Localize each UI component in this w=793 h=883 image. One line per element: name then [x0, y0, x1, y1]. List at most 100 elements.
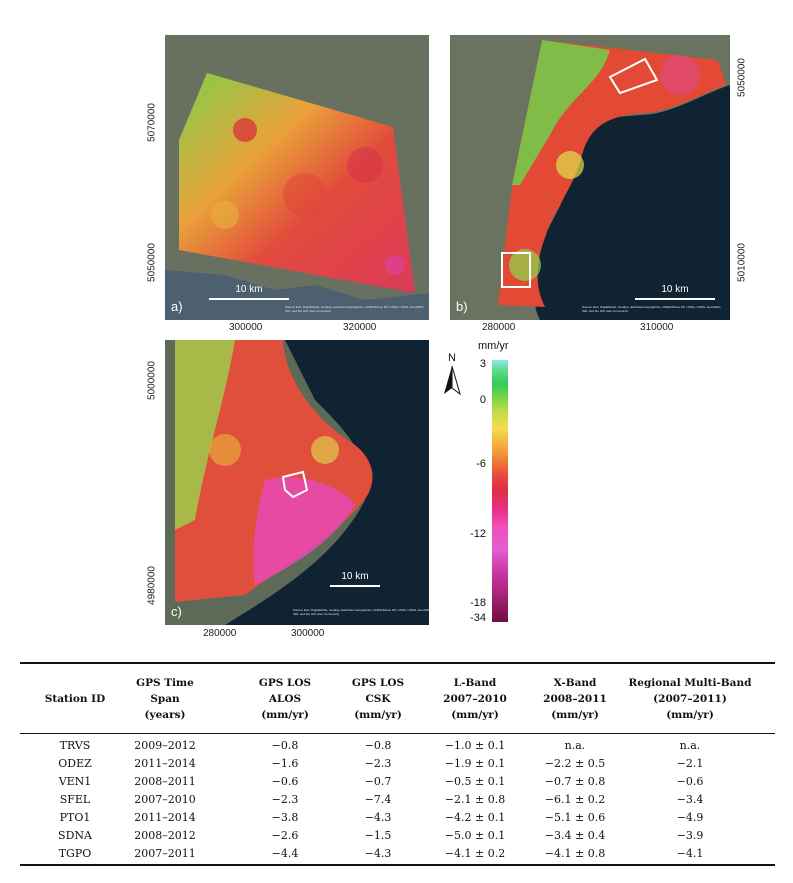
table-cell: −0.6: [271, 775, 299, 788]
table-header-cell: Station ID: [44, 693, 106, 705]
x-tick-a-1: 300000: [229, 322, 263, 333]
table-cell: −0.8: [271, 739, 299, 752]
table-cell: −3.9: [676, 829, 704, 842]
x-tick-a-2: 320000: [343, 322, 377, 333]
table-header-cell: GPS Time: [136, 677, 194, 689]
table-cell: −4.4: [271, 847, 299, 860]
colorbar-tick-0: 0: [479, 394, 486, 406]
scale-bar-b: [635, 298, 715, 300]
table-cell: 2011–2014: [134, 811, 196, 824]
map-b-image: [450, 35, 730, 320]
table-cell: VEN1: [58, 775, 92, 788]
table-cell: −3.4 ± 0.4: [544, 829, 606, 842]
table-cell: −6.1 ± 0.2: [544, 793, 606, 806]
table-header-cell: Span: [150, 693, 180, 705]
table-cell: −2.6: [271, 829, 299, 842]
map-credit-a: Source: Esri, DigitalGlobe, GeoEye, Eart…: [285, 305, 425, 313]
x-tick-c-2: 300000: [291, 628, 325, 639]
panel-label-a: a): [171, 299, 183, 314]
table-cell: SFEL: [59, 793, 91, 806]
table-cell: 2007–2011: [134, 847, 196, 860]
map-panel-a: a) 10 km Source: Esri, DigitalGlobe, Geo…: [165, 35, 429, 320]
table-cell: −4.1 ± 0.2: [444, 847, 506, 860]
table-cell: −2.3: [364, 757, 392, 770]
table-cell: TGPO: [58, 847, 92, 860]
table-cell: −2.1: [676, 757, 704, 770]
table-cell: −5.0 ± 0.1: [444, 829, 506, 842]
table-cell: −2.3: [271, 793, 299, 806]
table-cell: −4.3: [364, 811, 392, 824]
table-cell: −0.5 ± 0.1: [444, 775, 506, 788]
table-cell: −4.1: [676, 847, 704, 860]
table-cell: −1.6: [271, 757, 299, 770]
table-cell: −4.3: [364, 847, 392, 860]
table-top-rule: [20, 662, 775, 664]
table-cell: 2011–2014: [134, 757, 196, 770]
table-header-cell: (mm/yr): [451, 709, 499, 721]
map-panel-c: c) 10 km Source: Esri, DigitalGlobe, Geo…: [165, 340, 429, 625]
table-cell: n.a.: [679, 739, 701, 752]
table-header-cell: (years): [144, 709, 186, 721]
table-bottom-rule: [20, 864, 775, 866]
table-header-rule: [20, 733, 775, 734]
map-credit-c: Source: Esri, DigitalGlobe, GeoEye, Eart…: [293, 608, 429, 616]
north-arrow-icon: [444, 365, 461, 396]
colorbar-tick-neg18: -18: [470, 597, 486, 609]
table-cell: −0.6: [676, 775, 704, 788]
table-cell: −0.7 ± 0.8: [544, 775, 606, 788]
table-cell: PTO1: [59, 811, 91, 824]
colorbar-tick-neg12: -12: [470, 528, 486, 540]
table-cell: ODEZ: [58, 757, 92, 770]
scale-bar-c: [330, 585, 380, 587]
table-cell: −0.8: [364, 739, 392, 752]
table-cell: 2008–2012: [134, 829, 196, 842]
table-header-cell: (mm/yr): [354, 709, 402, 721]
table-header-cell: (mm/yr): [261, 709, 309, 721]
scale-bar-a: [209, 298, 289, 300]
colorbar-unit: mm/yr: [478, 340, 509, 352]
north-label: N: [448, 352, 456, 364]
table-cell: SDNA: [58, 829, 92, 842]
table-header-cell: ALOS: [268, 693, 302, 705]
table-cell: −3.8: [271, 811, 299, 824]
table-cell: 2009–2012: [134, 739, 196, 752]
scale-label-c: 10 km: [341, 571, 369, 582]
x-tick-b-1: 280000: [482, 322, 516, 333]
table-cell: −0.7: [364, 775, 392, 788]
y-tick-b-1: 5050000: [736, 58, 748, 97]
map-panel-b: b) 10 km Source: Esri, DigitalGlobe, Geo…: [450, 35, 730, 320]
x-tick-b-2: 310000: [640, 322, 674, 333]
colorbar-tick-neg6: -6: [476, 458, 486, 470]
table-cell: −4.2 ± 0.1: [444, 811, 506, 824]
table-cell: TRVS: [59, 739, 91, 752]
x-tick-c-1: 280000: [203, 628, 237, 639]
table-cell: −4.9: [676, 811, 704, 824]
table-cell: −1.9 ± 0.1: [444, 757, 506, 770]
table-header-cell: 2008–2011: [543, 693, 607, 705]
y-tick-b-2: 5010000: [736, 243, 748, 282]
scale-label-a: 10 km: [235, 284, 263, 295]
table-header-cell: CSK: [365, 693, 391, 705]
panel-label-c: c): [171, 604, 182, 619]
table-header-cell: X-Band: [553, 677, 597, 689]
colorbar-tick-3: 3: [479, 358, 486, 370]
table-header-cell: 2007–2010: [443, 693, 507, 705]
y-tick-a-2: 5050000: [146, 243, 158, 282]
table-header-cell: GPS LOS: [258, 677, 312, 689]
table-cell: 2008–2011: [134, 775, 196, 788]
map-credit-b: Source: Esri, DigitalGlobe, GeoEye, Eart…: [582, 305, 722, 313]
table-cell: −5.1 ± 0.6: [544, 811, 606, 824]
colorbar-tick-neg34: -34: [470, 612, 486, 624]
panel-label-b: b): [456, 299, 468, 314]
north-arrow: N: [440, 352, 470, 397]
table-header-cell: Regional Multi-Band: [628, 677, 752, 689]
y-tick-c-1: 5000000: [146, 361, 158, 400]
table-cell: n.a.: [564, 739, 586, 752]
table-header-cell: (2007–2011): [653, 693, 727, 705]
table-header-cell: L-Band: [453, 677, 497, 689]
table-cell: −7.4: [364, 793, 392, 806]
y-tick-a-1: 5070000: [146, 103, 158, 142]
table-cell: −1.5: [364, 829, 392, 842]
table-cell: −3.4: [676, 793, 704, 806]
colorbar: [492, 360, 508, 622]
